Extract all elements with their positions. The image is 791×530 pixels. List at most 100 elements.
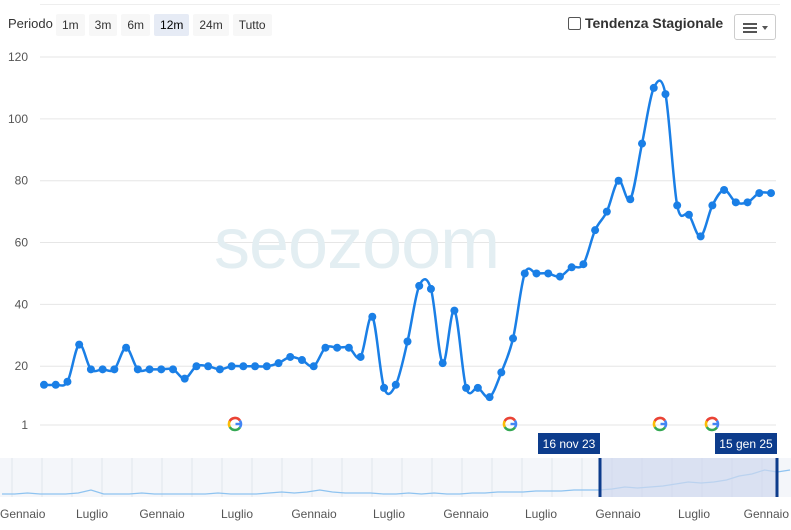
data-point [262,362,271,371]
data-point [544,269,553,278]
data-point [192,362,201,371]
navigator-x-label: Luglio [678,507,710,521]
data-point [638,139,647,148]
data-point [274,359,283,368]
data-point [567,263,576,272]
data-point [344,343,353,352]
data-point [356,352,365,361]
navigator-x-label: Gennaio [443,507,489,521]
data-point [684,210,693,219]
data-point [743,198,752,207]
data-point [75,340,84,349]
data-point [509,334,518,343]
series-points [40,83,775,402]
data-point [251,362,260,371]
data-point [297,356,306,365]
seasonal-trend-toggle[interactable]: Tendenza Stagionale [568,15,723,31]
range-button-3m[interactable]: 3m [88,14,118,36]
data-point [286,352,295,361]
data-point [532,269,541,278]
data-point [239,362,248,371]
data-point [63,377,72,386]
data-point [391,380,400,389]
data-point [614,176,623,185]
data-point [626,195,635,204]
watermark: seozoom [214,204,499,284]
data-point [157,365,166,374]
y-tick-label: 40 [15,297,29,311]
google-update-icon [502,416,518,432]
data-point [168,365,177,374]
data-point [426,284,435,293]
data-point [767,189,775,198]
data-point [145,365,154,374]
data-point [133,365,142,374]
data-point [321,343,330,352]
navigator-x-label: Luglio [373,507,405,521]
y-tick-label: 20 [15,359,29,373]
seasonal-trend-checkbox[interactable] [568,16,581,30]
navigator-x-label: Gennaio [139,507,185,521]
data-point [473,383,482,392]
data-point [673,201,682,210]
data-point [497,368,506,377]
seasonal-trend-label: Tendenza Stagionale [585,15,724,31]
navigator-start-flag [538,433,600,454]
navigator-start-label: 16 nov 23 [543,437,596,451]
navigator-end-label: 15 gen 25 [719,437,773,451]
data-point [403,337,412,346]
y-tick-label: 80 [15,174,29,188]
chart-toolbar: Periodo 1m 3m 6m 12m 24m Tutto Tendenza … [0,0,791,50]
data-point [649,83,658,92]
navigator[interactable]: 16 nov 23 15 gen 25 Gennaio Luglio Gennaio Lu… [0,433,791,521]
data-point [227,362,236,371]
data-point [696,232,705,241]
google-update-icon [652,416,668,432]
data-point [708,201,717,210]
data-point [380,383,389,392]
data-point [450,306,459,315]
range-button-1m[interactable]: 1m [56,14,85,36]
data-point [591,226,600,235]
y-tick-label: 100 [8,112,28,126]
data-point [520,269,529,278]
data-point [438,359,447,368]
navigator-x-label: Luglio [76,507,108,521]
data-point [755,189,764,198]
data-point [98,365,107,374]
navigator-x-label: Gennaio [291,507,337,521]
chart-menu-button[interactable] [734,14,776,40]
google-update-markers [227,416,720,432]
range-selector: 1m 3m 6m 12m 24m Tutto [56,14,272,36]
data-point [485,393,494,402]
data-point [579,260,588,269]
data-point [333,343,342,352]
hamburger-menu-icon [743,23,757,33]
period-label: Periodo [8,16,53,31]
range-button-12m[interactable]: 12m [154,14,190,36]
navigator-x-label: Gennaio [595,507,641,521]
data-point [122,343,131,352]
range-button-6m[interactable]: 6m [121,14,151,36]
data-point [86,365,95,374]
navigator-x-label: Luglio [221,507,253,521]
data-point [51,380,60,389]
data-point [602,207,611,216]
data-point [368,312,377,321]
range-button-all[interactable]: Tutto [232,14,272,36]
data-point [215,365,224,374]
data-point [309,362,318,371]
y-tick-label: 120 [8,50,28,64]
range-button-24m[interactable]: 24m [193,14,229,36]
google-update-icon [704,416,720,432]
navigator-x-label: Luglio [525,507,557,521]
data-point [110,365,119,374]
data-point [415,281,424,290]
data-point [720,185,729,194]
data-point [204,362,213,371]
navigator-end-flag [715,433,777,454]
data-point [661,90,670,99]
chevron-down-icon [762,26,768,30]
